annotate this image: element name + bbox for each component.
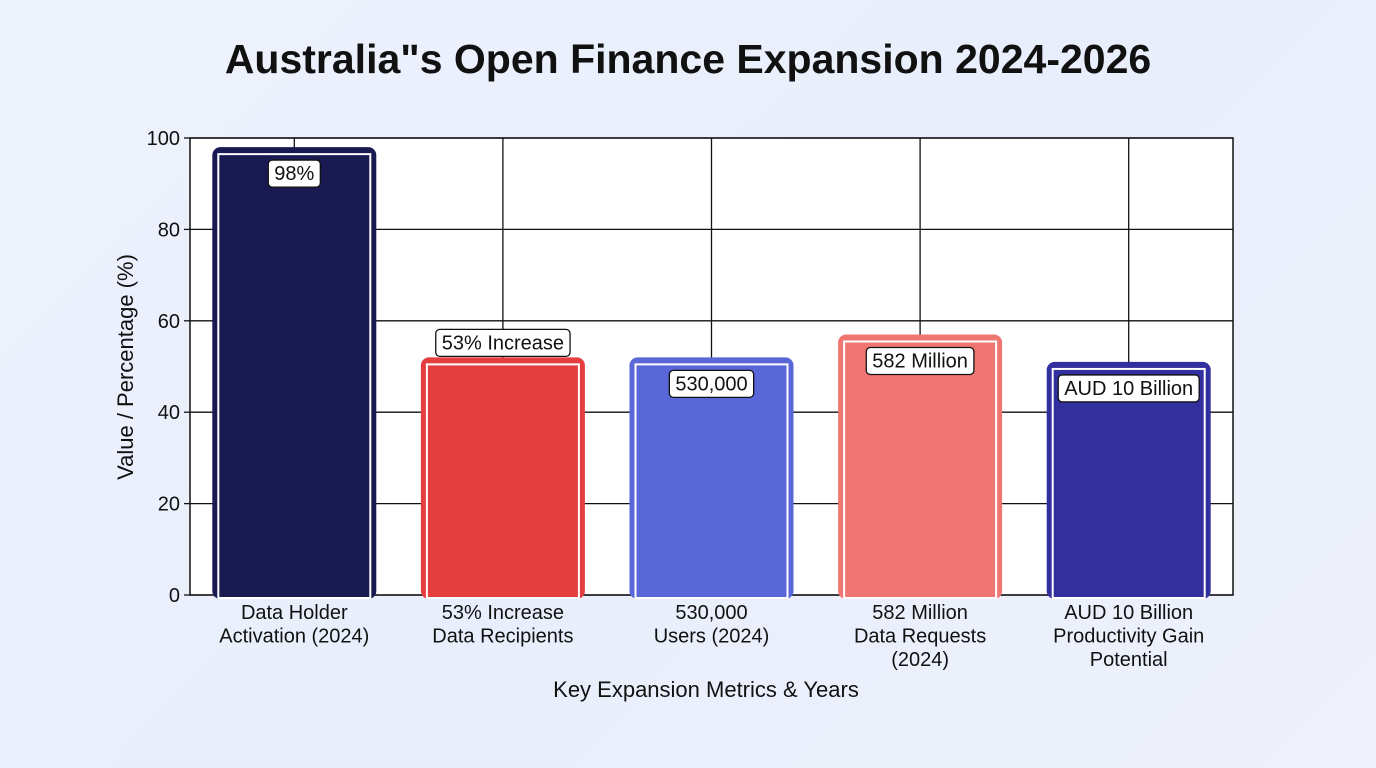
data-label-box	[435, 328, 571, 358]
data-label-text: 98%	[274, 163, 314, 185]
data-label: AUD 10 Billion	[1057, 374, 1200, 403]
data-label: 530,000	[668, 369, 755, 399]
bars	[212, 147, 1211, 599]
y-axis-ticks: 0 20 40 60 80 100	[147, 128, 190, 607]
data-label-box	[1057, 374, 1200, 403]
data-label-text: 582 Million	[872, 351, 968, 373]
data-label-text: 530,000	[675, 373, 747, 395]
bar	[838, 334, 1003, 599]
x-category-label: Productivity Gain	[1053, 626, 1204, 648]
bar-inner-outline	[843, 340, 998, 599]
bar	[1046, 361, 1211, 599]
x-category-label: Data Recipients	[432, 626, 573, 648]
data-label-text: 53% Increase	[442, 332, 564, 354]
y-tick-label: 60	[158, 311, 180, 333]
data-label-box	[267, 159, 321, 188]
y-tick-label: 40	[158, 402, 180, 424]
bar	[629, 357, 794, 599]
x-category-label: Data Requests	[854, 626, 986, 648]
x-category-label: Potential	[1090, 649, 1168, 671]
x-category-label: Users (2024)	[654, 626, 770, 648]
data-label: 98%	[267, 159, 321, 188]
x-category-label: 582 Million	[872, 602, 968, 624]
y-axis-title: Value / Percentage (%)	[113, 254, 138, 480]
data-label-box	[668, 369, 755, 399]
data-label: 53% Increase	[435, 328, 571, 358]
x-category-label: Data Holder	[241, 602, 348, 624]
y-tick-label: 100	[147, 128, 180, 150]
x-category-label: 530,000	[675, 602, 747, 624]
x-axis-title: Key Expansion Metrics & Years	[553, 677, 859, 702]
data-labels: 98% 53% Increase 530,000 582 Million AUD 10 …	[267, 159, 1200, 403]
data-label-box	[865, 346, 975, 376]
x-category-label: 53% Increase	[442, 602, 564, 624]
bar	[420, 357, 585, 599]
bar-inner-outline	[634, 363, 789, 599]
bar-inner-outline	[217, 153, 372, 599]
chart-title: Australia"s Open Finance Expansion 2024-…	[224, 36, 1152, 82]
x-category-label: AUD 10 Billion	[1064, 602, 1193, 624]
bar-inner-outline	[425, 363, 580, 599]
y-tick-label: 20	[158, 494, 180, 516]
y-tick-label: 80	[158, 219, 180, 241]
bar	[212, 147, 377, 599]
x-category-label: (2024)	[891, 649, 949, 671]
x-category-label: Activation (2024)	[219, 626, 369, 648]
y-tick-label: 0	[169, 585, 180, 607]
data-label: 582 Million	[865, 346, 975, 376]
data-label-text: AUD 10 Billion	[1064, 378, 1193, 400]
bar-inner-outline	[1051, 367, 1206, 599]
